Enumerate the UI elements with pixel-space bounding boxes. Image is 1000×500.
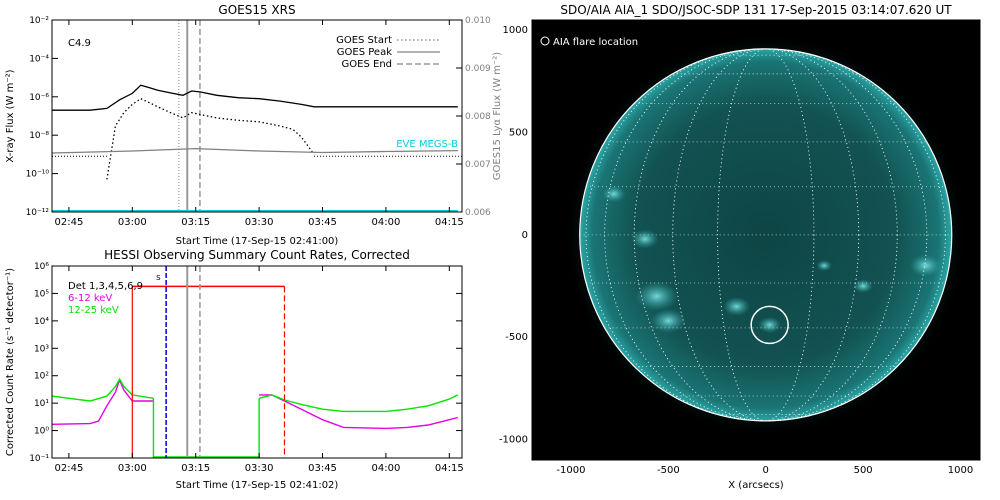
goes-panel: GOES15 XRS 02:45 03:00 03:15 03:30 03:45 04:0… xyxy=(5,3,503,247)
aia-ytick-label-4: 1000 xyxy=(503,25,528,36)
goes-series-2 xyxy=(52,147,458,154)
hessi-ytick-label-5: 10⁴ xyxy=(34,317,49,327)
hessi-s-label: s xyxy=(156,273,161,283)
goes-ytick-label-4: 10⁻⁴ xyxy=(29,54,49,64)
sun-bright-region-0 xyxy=(631,229,659,249)
goes-legend-label-0: GOES Start xyxy=(336,35,392,46)
goes-series-0 xyxy=(52,84,458,111)
hessi-xtick-label-6: 04:15 xyxy=(435,463,464,474)
aia-frame xyxy=(531,19,981,461)
goes-xtick-label-5: 04:00 xyxy=(372,217,401,228)
goes-xtick-label-2: 03:15 xyxy=(181,217,210,228)
goes-xtick-label-3: 03:30 xyxy=(245,217,274,228)
aia-legend-label: AIA flare location xyxy=(553,37,638,48)
goes-ytick-label-3: 10⁻⁶ xyxy=(29,93,49,103)
goes-ytick-right-label-0: 0.006 xyxy=(465,208,491,218)
hessi-xtick-label-3: 03:30 xyxy=(245,463,274,474)
hessi-title: HESSI Observing Summary Count Rates, Cor… xyxy=(104,248,410,262)
hessi-ylabel: Corrected Count Rate (s⁻¹ detector⁻¹) xyxy=(5,268,16,456)
hessi-ytick-label-1: 10⁰ xyxy=(34,427,49,437)
aia-image xyxy=(564,33,967,436)
aia-xtick-label-2: 0 xyxy=(763,465,769,476)
hessi-ytick-label-4: 10³ xyxy=(34,344,49,354)
sun-bright-region-3 xyxy=(722,296,751,317)
sun-grid-longitude xyxy=(585,48,946,422)
goes-xtick-label-4: 03:45 xyxy=(308,217,337,228)
goes-ytick-right-label-2: 0.008 xyxy=(465,112,491,122)
hessi-legend-6-12: 6-12 keV xyxy=(68,293,112,304)
aia-xtick-label-0: -1000 xyxy=(556,465,585,476)
goes-xlabel: Start Time (17-Sep-15 02:41:00) xyxy=(176,236,339,247)
hessi-xlabel: Start Time (17-Sep-15 02:41:02) xyxy=(176,480,339,491)
hessi-plot-frame xyxy=(51,265,463,459)
hessi-ytick-label-0: 10⁻¹ xyxy=(29,454,49,464)
sun-bright-region-2 xyxy=(650,308,686,334)
aia-ytick-label-3: 500 xyxy=(509,128,528,139)
solar-limb xyxy=(579,48,953,422)
hessi-det-label: Det 1,3,4,5,6,9 xyxy=(68,281,143,292)
hessi-legend: Det 1,3,4,5,6,9 6-12 keV 12-25 keV xyxy=(68,281,143,316)
aia-ytick-label-1: -500 xyxy=(505,332,528,343)
goes-ytick-label-1: 10⁻¹⁰ xyxy=(26,170,50,180)
aia-panel: SDO/AIA AIA_1 SDO/JSOC-SDP 131 17-Sep-20… xyxy=(499,3,981,491)
goes-series-1 xyxy=(106,97,315,180)
goes-legend-label-2: GOES End xyxy=(342,59,392,70)
sun-bright-region-4 xyxy=(757,316,782,334)
goes-plot-frame xyxy=(51,19,463,213)
aia-xtick-label-4: 1000 xyxy=(948,465,973,476)
sun-bright-region-8 xyxy=(602,185,626,203)
goes-ytick-label-2: 10⁻⁸ xyxy=(29,131,49,141)
goes-ylabel: X-ray Flux (W m⁻²) xyxy=(5,69,16,162)
goes-ytick-right-label-3: 0.009 xyxy=(465,64,491,74)
sun-bright-region-6 xyxy=(853,279,873,293)
hessi-ytick-label-2: 10¹ xyxy=(34,399,49,409)
hessi-ytick-label-6: 10⁵ xyxy=(34,289,49,299)
hessi-xtick-label-5: 04:00 xyxy=(372,463,401,474)
aia-xtick-label-3: 500 xyxy=(854,465,873,476)
sun-bright-region-5 xyxy=(816,260,832,272)
hessi-xtick-label-4: 03:45 xyxy=(308,463,337,474)
hessi-series-1-seg-1 xyxy=(258,394,459,413)
sun-bright-region-7 xyxy=(909,254,942,277)
hessi-series-1-seg-0 xyxy=(52,377,154,402)
hessi-ytick-label-3: 10² xyxy=(34,372,49,382)
goes-ylabel-right: GOES15 Lyα Flux (W m⁻²) xyxy=(492,52,503,180)
aia-ytick-label-0: -1000 xyxy=(499,435,528,446)
goes-legend-label-1: GOES Peak xyxy=(337,47,392,58)
hessi-panel: HESSI Observing Summary Count Rates, Cor… xyxy=(5,248,464,491)
goes-ytick-right-label-4: 0.010 xyxy=(465,16,491,26)
hessi-xtick-label-2: 03:15 xyxy=(181,463,210,474)
goes-eve-label: EVE MEGS-B xyxy=(396,139,458,150)
hessi-ytick-label-7: 10⁶ xyxy=(34,262,49,272)
hessi-series-0-seg-0 xyxy=(52,378,154,425)
hessi-xtick-label-1: 03:00 xyxy=(118,463,147,474)
goes-ytick-label-0: 10⁻¹² xyxy=(26,208,50,218)
aia-xtick-label-1: -500 xyxy=(657,465,680,476)
hessi-xtick-label-0: 02:45 xyxy=(54,463,83,474)
aia-xlabel: X (arcsecs) xyxy=(728,480,784,491)
flare-location-circle xyxy=(750,305,789,345)
goes-title: GOES15 XRS xyxy=(218,3,295,17)
hessi-legend-12-25: 12-25 keV xyxy=(68,305,119,316)
sun-bright-region-1 xyxy=(635,281,679,312)
goes-ytick-label-5: 10⁻² xyxy=(29,16,49,26)
goes-flare-class: C4.9 xyxy=(68,38,91,49)
aia-ytick-label-2: 0 xyxy=(522,230,528,241)
sun-grid-longitude xyxy=(672,48,860,422)
aia-legend-marker xyxy=(540,36,550,46)
goes-xtick-label-0: 02:45 xyxy=(54,217,83,228)
goes-ytick-right-label-1: 0.007 xyxy=(465,160,491,170)
goes-xtick-label-6: 04:15 xyxy=(435,217,464,228)
aia-title: SDO/AIA AIA_1 SDO/JSOC-SDP 131 17-Sep-20… xyxy=(560,3,952,17)
goes-xtick-label-1: 03:00 xyxy=(118,217,147,228)
sun-grid-longitude xyxy=(633,48,898,422)
